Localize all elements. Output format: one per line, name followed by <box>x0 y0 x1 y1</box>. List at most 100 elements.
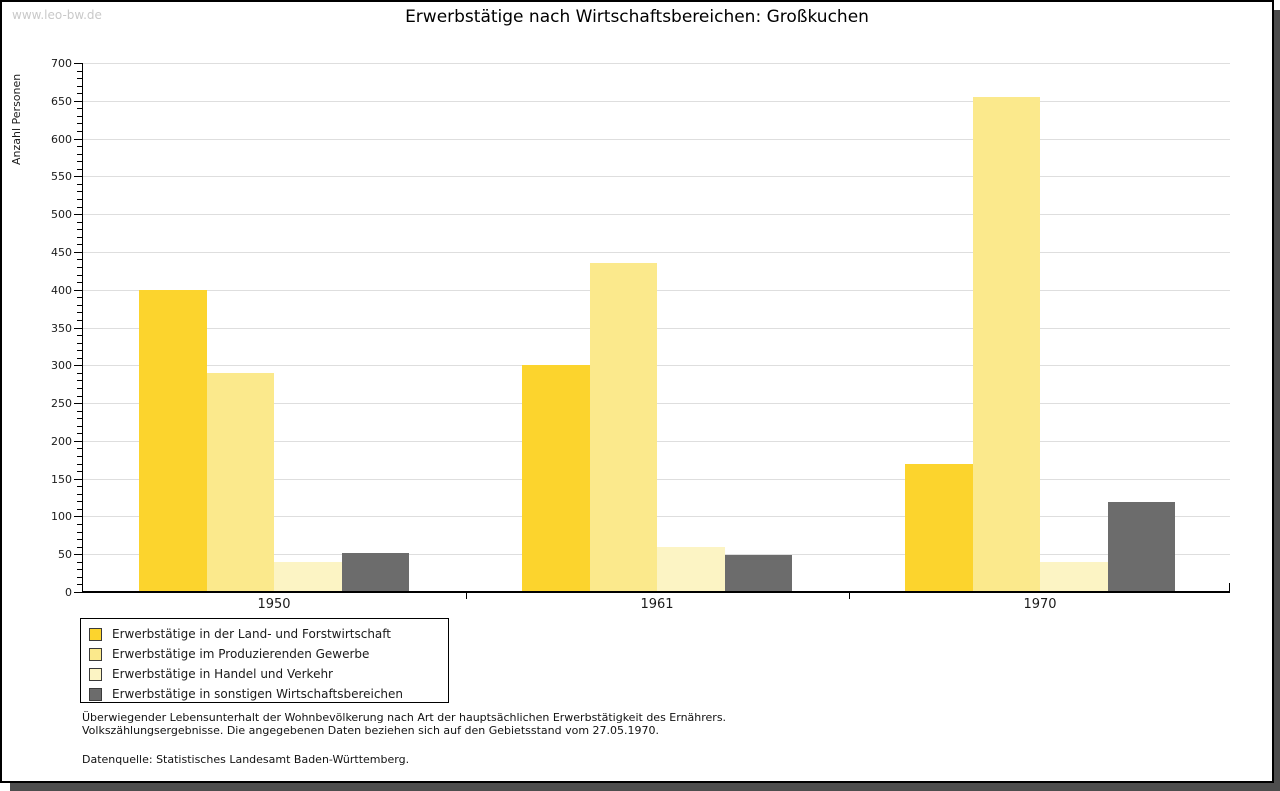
frame-shadow-bottom <box>10 783 1274 791</box>
y-axis-minor-tick <box>77 523 82 525</box>
y-axis-minor-tick <box>77 161 82 163</box>
y-axis-minor-tick <box>77 78 82 80</box>
y-axis-minor-tick <box>77 267 82 269</box>
y-axis-minor-tick <box>77 372 82 374</box>
x-axis-label-1970: 1970 <box>1023 597 1057 612</box>
legend-item-4: Erwerbstätige in sonstigen Wirtschaftsbe… <box>81 684 448 704</box>
y-axis-minor-tick <box>77 146 82 148</box>
bar-1970-series-4 <box>1107 502 1175 592</box>
y-axis-minor-tick <box>77 448 82 450</box>
y-axis-minor-tick <box>77 199 82 201</box>
watermark: www.leo-bw.de <box>12 8 102 22</box>
legend-swatch-3 <box>89 667 102 681</box>
gridline <box>82 100 1230 102</box>
y-axis-major-tick <box>74 516 82 518</box>
y-axis-minor-tick <box>77 85 82 87</box>
bar-1970-series-3 <box>1040 561 1108 592</box>
y-axis-minor-tick <box>77 168 82 170</box>
y-axis-minor-tick <box>77 501 82 503</box>
y-axis-minor-tick <box>77 93 82 95</box>
y-axis-major-tick <box>74 365 82 367</box>
y-axis-minor-tick <box>77 123 82 125</box>
legend-item-1: Erwerbstätige in der Land- und Forstwirt… <box>81 624 448 644</box>
y-axis-major-tick <box>74 100 82 102</box>
y-axis-minor-tick <box>77 561 82 563</box>
y-axis-minor-tick <box>77 471 82 473</box>
y-axis-minor-tick <box>77 312 82 314</box>
y-axis-minor-tick <box>77 70 82 72</box>
y-axis-line <box>82 63 83 593</box>
y-axis-minor-tick <box>77 418 82 420</box>
y-axis-major-tick <box>74 138 82 140</box>
y-axis-major-tick <box>74 478 82 480</box>
x-axis-line <box>82 591 1230 593</box>
y-axis-minor-tick <box>77 297 82 299</box>
bar-1950-series-3 <box>274 561 342 592</box>
y-axis-major-tick <box>74 63 82 64</box>
y-axis-title: Anzahl Personen <box>10 73 23 165</box>
y-axis-minor-tick <box>77 387 82 389</box>
y-axis-tick-label: 250 <box>51 397 72 411</box>
y-axis-minor-tick <box>77 342 82 344</box>
y-axis-major-tick <box>74 440 82 442</box>
y-axis-minor-tick <box>77 259 82 261</box>
y-axis-minor-tick <box>77 395 82 397</box>
y-axis-tick-label: 400 <box>51 283 72 297</box>
y-axis-minor-tick <box>77 531 82 533</box>
x-axis-label-1950: 1950 <box>257 597 291 612</box>
y-axis-tick-label: 700 <box>51 57 72 70</box>
gridline <box>82 176 1230 178</box>
y-axis-minor-tick <box>77 539 82 541</box>
y-axis-minor-tick <box>77 546 82 548</box>
y-axis-tick-label: 650 <box>51 94 72 108</box>
y-axis-major-tick <box>74 176 82 178</box>
y-axis-tick-label: 200 <box>51 434 72 448</box>
bar-1950-series-4 <box>341 552 409 592</box>
y-axis-minor-tick <box>77 455 82 457</box>
legend-label-2: Erwerbstätige im Produzierenden Gewerbe <box>112 647 370 661</box>
y-axis-major-tick <box>74 289 82 291</box>
x-axis-end-tick <box>1229 583 1230 591</box>
bar-1961-series-4 <box>724 554 792 592</box>
y-axis-minor-tick <box>77 319 82 321</box>
gridline <box>82 251 1230 253</box>
y-axis-tick-label: 0 <box>65 586 72 599</box>
bar-1950-series-2 <box>206 372 274 592</box>
y-axis-minor-tick <box>77 425 82 427</box>
y-axis-tick-label: 500 <box>51 208 72 222</box>
legend-item-2: Erwerbstätige im Produzierenden Gewerbe <box>81 644 448 664</box>
chart-title: Erwerbstätige nach Wirtschaftsbereichen:… <box>405 7 869 27</box>
y-axis-minor-tick <box>77 244 82 246</box>
y-axis-minor-tick <box>77 206 82 208</box>
gridline <box>82 214 1230 216</box>
y-axis-minor-tick <box>77 236 82 238</box>
y-axis-minor-tick <box>77 191 82 193</box>
y-axis-minor-tick <box>77 576 82 578</box>
y-axis-tick-label: 150 <box>51 472 72 486</box>
y-axis-minor-tick <box>77 282 82 284</box>
legend-swatch-1 <box>89 627 102 641</box>
y-axis-minor-tick <box>77 357 82 359</box>
legend-label-4: Erwerbstätige in sonstigen Wirtschaftsbe… <box>112 687 404 701</box>
y-axis-minor-tick <box>77 108 82 110</box>
bar-1961-series-1 <box>522 365 590 592</box>
y-axis-minor-tick <box>77 153 82 155</box>
y-axis-tick-label: 50 <box>58 548 72 562</box>
frame-shadow-right <box>1274 10 1280 791</box>
data-source: Datenquelle: Statistisches Landesamt Bad… <box>82 753 410 766</box>
legend-item-3: Erwerbstätige in Handel und Verkehr <box>81 664 448 684</box>
y-axis-minor-tick <box>77 274 82 276</box>
y-axis-minor-tick <box>77 380 82 382</box>
y-axis-minor-tick <box>77 463 82 465</box>
y-axis-tick-label: 450 <box>51 245 72 259</box>
y-axis-tick-label: 550 <box>51 170 72 184</box>
gridline <box>82 63 1230 64</box>
y-axis-minor-tick <box>77 508 82 510</box>
y-axis-minor-tick <box>77 221 82 223</box>
y-axis-minor-tick <box>77 486 82 488</box>
legend: Erwerbstätige in der Land- und Forstwirt… <box>80 618 449 703</box>
legend-swatch-4 <box>89 687 102 701</box>
y-axis-minor-tick <box>77 350 82 352</box>
y-axis-tick-label: 100 <box>51 510 72 524</box>
